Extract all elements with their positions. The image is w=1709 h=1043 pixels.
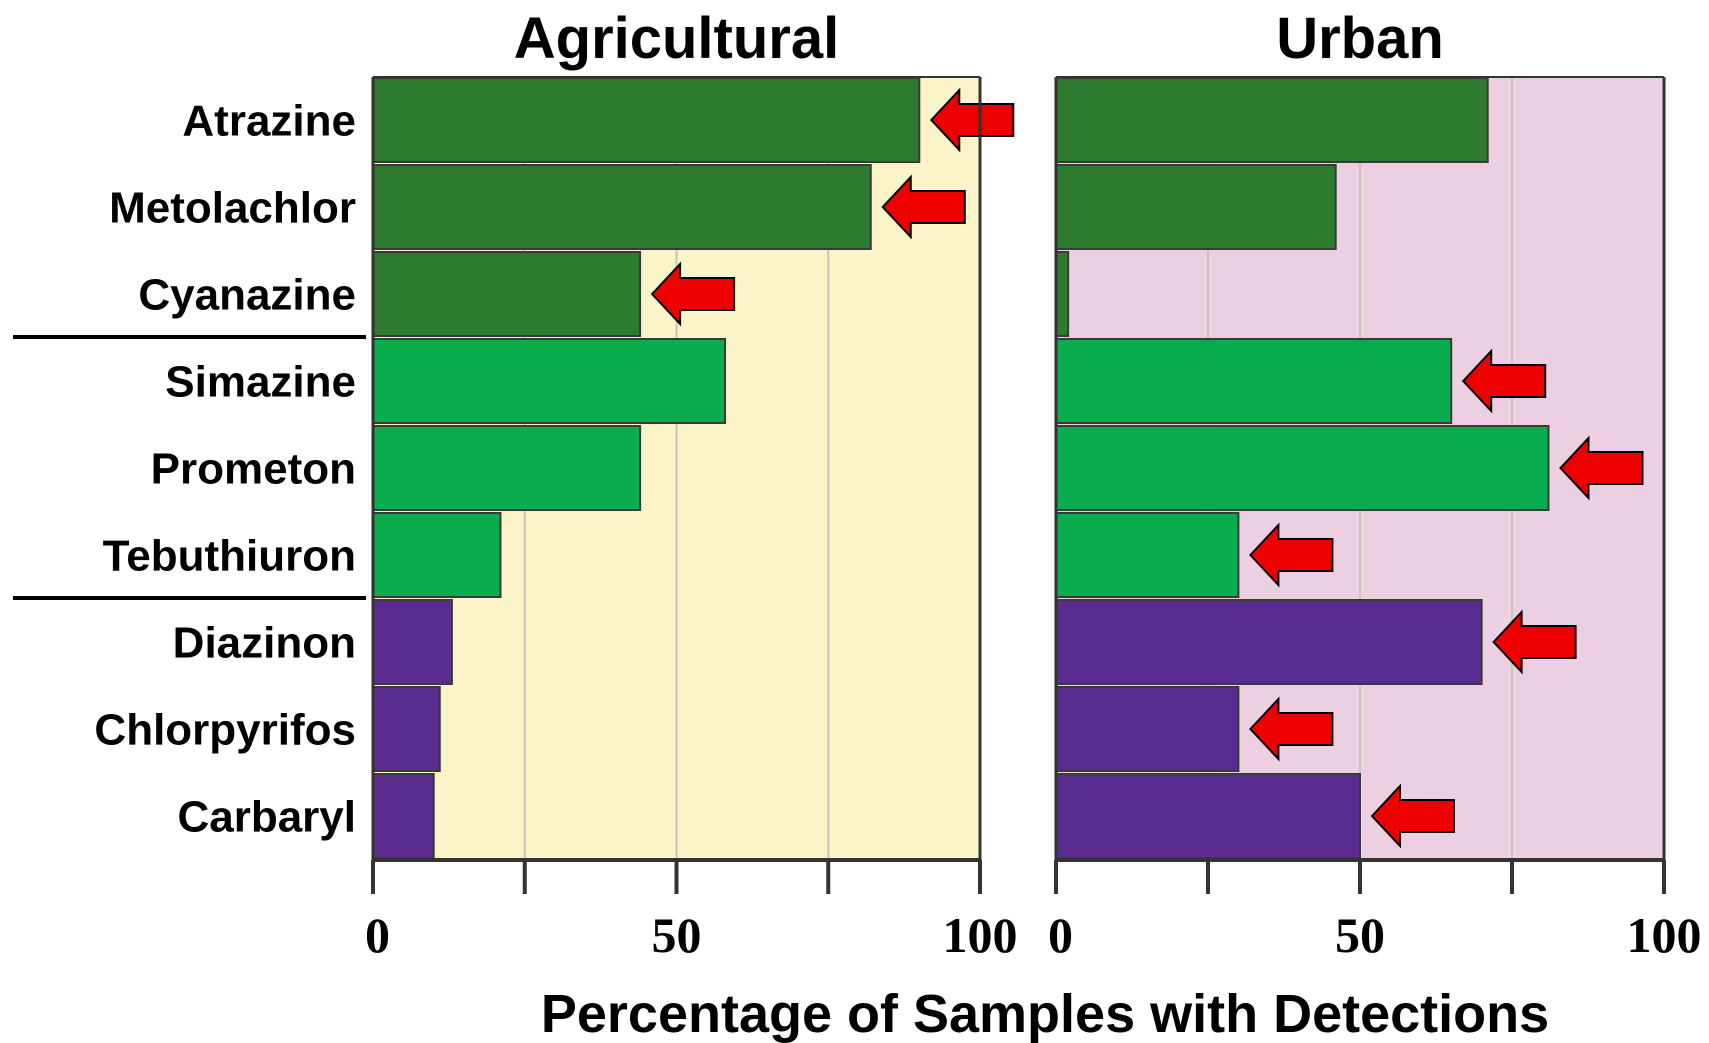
bar bbox=[1055, 599, 1483, 685]
x-tick-label: 100 bbox=[943, 907, 1018, 963]
panel-title: Urban bbox=[1276, 6, 1444, 71]
chart-panels: 0 50 100 Agricultural 0 50 100 Urban bbox=[365, 6, 1702, 963]
highlight-arrow-icon bbox=[1492, 609, 1577, 675]
panel-agricultural: 0 50 100 Agricultural bbox=[365, 6, 1018, 963]
bar bbox=[372, 77, 921, 163]
highlight-arrow-icon bbox=[1249, 522, 1334, 588]
highlight-arrow-icon bbox=[929, 87, 1015, 153]
highlight-arrow-icon bbox=[650, 261, 736, 327]
category-label: Carbaryl bbox=[177, 793, 356, 842]
x-tick-label: 0 bbox=[1048, 907, 1073, 963]
category-labels: Atrazine Metolachlor Cyanazine Simazine Prom… bbox=[13, 97, 366, 842]
bar bbox=[372, 425, 642, 511]
panel-title: Agricultural bbox=[514, 6, 840, 71]
bar bbox=[372, 686, 441, 772]
x-axis-title: Percentage of Samples with Detections bbox=[541, 984, 1549, 1043]
bar bbox=[372, 773, 435, 859]
highlight-arrow-icon bbox=[1249, 696, 1334, 762]
bar bbox=[372, 164, 872, 250]
bar bbox=[1055, 338, 1453, 424]
highlight-arrow-icon bbox=[1370, 783, 1455, 849]
category-label: Simazine bbox=[165, 358, 356, 407]
bar bbox=[1055, 425, 1550, 511]
category-label: Chlorpyrifos bbox=[94, 706, 356, 755]
category-label: Tebuthiuron bbox=[103, 532, 356, 581]
x-tick-label: 50 bbox=[652, 907, 702, 963]
bar bbox=[372, 251, 642, 337]
bar bbox=[1055, 686, 1240, 772]
bar bbox=[1055, 164, 1337, 250]
bar bbox=[1055, 251, 1070, 337]
highlight-arrow-icon bbox=[881, 174, 966, 240]
bar bbox=[372, 338, 727, 424]
bar bbox=[1055, 77, 1489, 163]
bar bbox=[1055, 773, 1361, 859]
category-label: Atrazine bbox=[182, 97, 356, 146]
highlight-arrow-icon bbox=[1559, 435, 1644, 501]
x-tick-label: 100 bbox=[1627, 907, 1702, 963]
category-label: Prometon bbox=[151, 445, 356, 494]
panel-urban: 0 50 100 Urban bbox=[1048, 6, 1702, 963]
category-label: Cyanazine bbox=[138, 271, 356, 320]
category-label: Diazinon bbox=[173, 619, 356, 668]
x-tick-label: 0 bbox=[365, 907, 390, 963]
category-label: Metolachlor bbox=[109, 184, 356, 233]
bar bbox=[372, 599, 453, 685]
bar bbox=[1055, 512, 1240, 598]
x-tick-label: 50 bbox=[1335, 907, 1385, 963]
bar bbox=[372, 512, 502, 598]
highlight-arrow-icon bbox=[1461, 348, 1547, 414]
